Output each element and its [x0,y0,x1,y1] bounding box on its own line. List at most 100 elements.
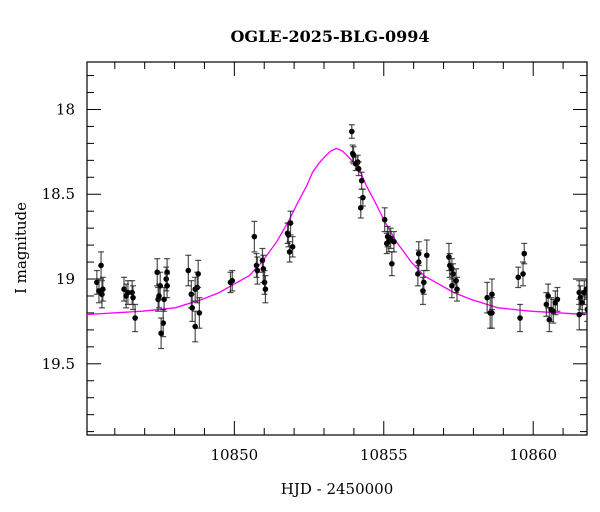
data-marker [489,291,495,298]
data-point [584,297,587,323]
data-point [189,293,196,323]
data-marker [449,283,455,289]
data-marker [185,267,192,274]
data-marker [259,257,266,264]
x-axis-label: HJD - 2450000 [281,480,394,498]
data-marker [261,279,268,286]
data-point [381,207,388,233]
data-marker [348,128,355,135]
data-point [515,266,522,289]
data-point [251,220,258,253]
data-point [348,124,355,139]
data-point [517,303,524,333]
data-point [355,161,362,177]
data-marker [125,289,131,296]
data-marker [100,286,106,292]
data-marker [121,286,127,292]
data-point [160,308,167,338]
chart-title: OGLE-2025-BLG-0994 [230,27,429,46]
data-marker [521,250,528,257]
data-point [350,146,357,165]
data-marker [583,286,587,292]
data-marker [381,216,388,223]
x-tick-label: 10860 [509,446,557,464]
data-point [164,273,171,299]
data-marker [262,286,269,292]
data-marker [358,177,365,184]
data-point [262,275,269,304]
data-marker [129,289,135,296]
y-tick-label: 18 [56,100,75,118]
data-marker [189,305,196,311]
data-marker [576,311,583,318]
data-marker [289,244,296,250]
data-point [488,297,495,329]
data-marker [99,291,105,298]
data-point [453,276,460,302]
data-point [254,256,261,285]
data-point [576,298,583,331]
y-tick-label: 18.5 [42,185,75,203]
data-point [414,261,421,287]
data-marker [287,220,294,226]
data-marker [98,262,104,269]
data-point [129,280,136,306]
data-marker [453,277,459,284]
data-marker [229,277,236,284]
data-point [192,310,199,343]
data-marker [94,279,100,286]
data-point [289,236,296,258]
data-marker [389,260,395,267]
data-point [130,285,137,311]
data-marker [163,276,169,282]
data-point [156,283,163,309]
data-point [196,297,203,329]
plot-content [87,124,587,350]
data-point [229,269,236,292]
data-point [357,197,364,219]
data-point [287,210,294,236]
data-point [520,261,527,287]
data-point [521,242,528,265]
y-tick-label: 19 [56,270,75,288]
x-tick-label: 10855 [360,446,408,464]
data-marker [520,271,526,277]
data-marker [454,286,460,292]
data-marker [517,315,523,321]
data-marker [158,330,164,337]
data-point [583,278,587,300]
data-point [132,303,139,333]
data-marker [515,274,522,281]
data-point [98,251,105,280]
data-marker [550,308,557,315]
data-marker [489,310,495,316]
data-marker [160,320,167,326]
data-marker [132,315,138,321]
data-marker [253,262,260,269]
data-marker [554,296,561,303]
data-marker [195,271,201,277]
data-marker [421,279,427,286]
data-marker [584,306,587,313]
data-marker [391,238,397,245]
x-tick-label: 10850 [210,446,258,464]
data-marker [196,310,203,316]
data-point [158,317,165,350]
data-point [388,251,395,277]
data-point [448,273,455,299]
y-tick-label: 19.5 [42,355,75,373]
data-marker [355,166,362,172]
model-curve [87,147,587,316]
data-point [99,276,106,302]
data-marker [286,249,293,255]
plot-area: 10850 10855 10860 18 18.5 19 19.5 [42,61,588,464]
data-point [195,259,202,289]
data-point [286,241,293,263]
data-marker [164,283,170,289]
data-marker [156,293,162,299]
data-point [423,239,430,272]
data-point [98,280,105,309]
data-marker [251,233,258,240]
y-axis-label: I magnitude [12,202,30,294]
